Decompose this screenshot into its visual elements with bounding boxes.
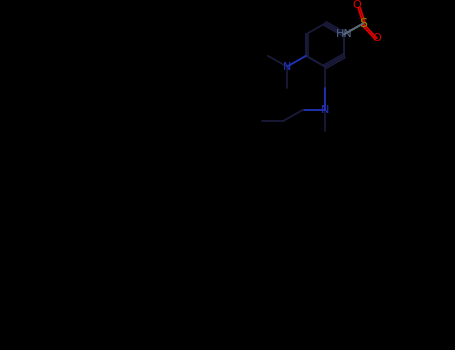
Text: N: N: [321, 105, 329, 115]
Text: O: O: [353, 0, 361, 9]
Text: N: N: [283, 62, 291, 72]
Text: HN: HN: [336, 29, 353, 39]
Text: S: S: [359, 17, 367, 30]
Text: O: O: [373, 33, 381, 43]
